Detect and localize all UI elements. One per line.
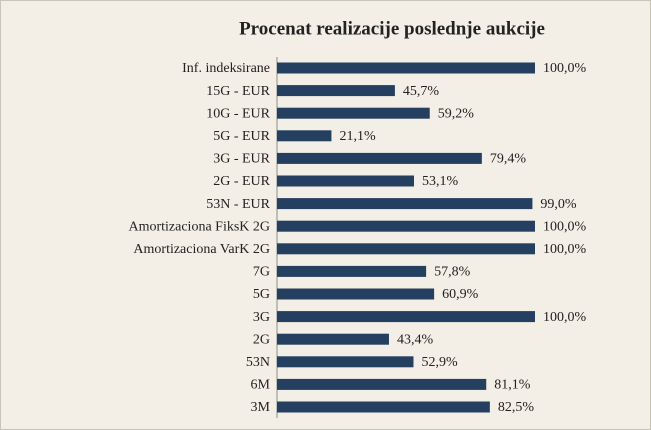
bar	[277, 265, 427, 277]
y-tick-label: 2G	[253, 332, 270, 347]
bar	[277, 356, 414, 368]
value-label: 100,0%	[543, 310, 587, 325]
y-tick-label: 5G	[253, 287, 270, 302]
value-label: 57,8%	[434, 265, 471, 280]
value-label: 45,7%	[403, 84, 440, 99]
bar	[277, 175, 414, 187]
y-tick-label: 2G - EUR	[213, 174, 270, 189]
value-label: 43,4%	[397, 332, 434, 347]
bar	[277, 85, 395, 97]
value-label: 59,2%	[438, 106, 475, 121]
y-tick-label: Inf. indeksirane	[182, 61, 270, 76]
y-tick-label: 53N	[246, 355, 270, 370]
value-label: 60,9%	[442, 287, 479, 302]
value-label: 100,0%	[543, 61, 587, 76]
value-label: 82,5%	[498, 400, 534, 415]
bar	[277, 152, 482, 164]
bar	[277, 378, 487, 390]
value-label: 100,0%	[543, 242, 587, 257]
y-tick-label: 6M	[251, 378, 271, 393]
y-tick-label: 53N - EUR	[206, 197, 270, 212]
bar	[277, 198, 533, 210]
value-label: 21,1%	[339, 129, 376, 144]
y-tick-label: 5G - EUR	[213, 129, 270, 144]
y-tick-label: 3G	[253, 310, 270, 325]
y-tick-label: 3G - EUR	[213, 152, 270, 167]
bar	[277, 62, 535, 74]
bar	[277, 333, 389, 345]
value-label: 100,0%	[543, 219, 587, 234]
y-tick-label: Amortizaciona VarK 2G	[133, 242, 270, 257]
bar	[277, 130, 332, 142]
y-tick-label: 7G	[253, 265, 270, 280]
y-tick-label: 3M	[251, 400, 271, 415]
y-tick-label: Amortizaciona FiksK 2G	[128, 219, 270, 234]
bar	[277, 288, 435, 300]
value-label: 81,1%	[494, 378, 531, 393]
y-tick-label: 10G - EUR	[206, 106, 270, 121]
value-label: 79,4%	[490, 152, 527, 167]
bar	[277, 220, 535, 232]
bar	[277, 311, 535, 323]
bar	[277, 401, 490, 413]
y-tick-label: 15G - EUR	[206, 84, 270, 99]
value-label: 53,1%	[422, 174, 459, 189]
chart-title: Procenat realizacije poslednje aukcije	[239, 18, 545, 39]
value-label: 52,9%	[421, 355, 458, 370]
bar	[277, 107, 430, 119]
bar	[277, 243, 535, 255]
value-label: 99,0%	[540, 197, 577, 212]
